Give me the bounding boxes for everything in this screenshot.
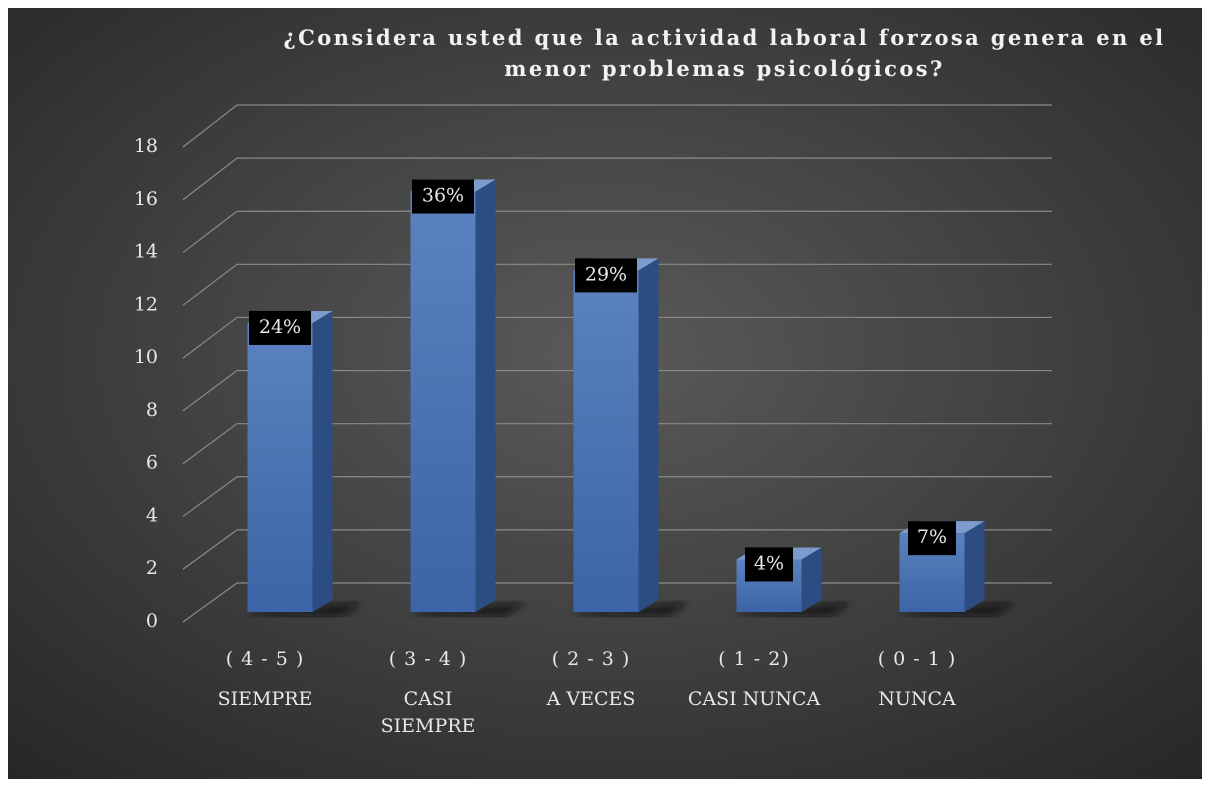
grid-line	[182, 369, 1052, 412]
y-tick-label: 12	[134, 293, 158, 315]
data-label-box	[908, 521, 956, 556]
grid-line	[182, 476, 1052, 517]
y-tick-label: 10	[134, 346, 158, 368]
data-label: 36%	[422, 185, 464, 207]
grid-line	[182, 157, 1052, 201]
bar	[573, 270, 639, 612]
x-tick-label: A VECES	[546, 688, 636, 710]
grid-line	[182, 423, 1052, 465]
y-tick-label: 0	[146, 610, 158, 632]
x-tick-label: SIEMPRE	[381, 715, 476, 737]
y-tick-label: 14	[134, 241, 158, 263]
grid-line	[182, 263, 1052, 306]
chart-title: ¿Considera usted que la actividad labora…	[283, 25, 1166, 81]
y-tick-label: 8	[146, 399, 158, 421]
data-label: 7%	[917, 526, 947, 548]
x-tick-label: CASI NUNCA	[688, 688, 821, 710]
x-tick-label: NUNCA	[878, 688, 956, 710]
data-label: 4%	[754, 552, 784, 574]
data-label: 24%	[259, 316, 301, 338]
x-range-label: ( 0 - 1 )	[878, 648, 957, 670]
data-label-box	[745, 547, 793, 582]
x-tick-label: SIEMPRE	[218, 688, 313, 710]
grid-line	[182, 529, 1052, 570]
data-label-box	[575, 258, 637, 293]
x-tick-label: CASI	[404, 688, 453, 710]
bar-side	[801, 547, 822, 612]
x-range-label: ( 3 - 4 )	[389, 648, 468, 670]
grid-line	[182, 210, 1052, 254]
bar	[247, 322, 313, 612]
x-range-label: ( 2 - 3 )	[552, 648, 631, 670]
y-tick-label: 18	[134, 135, 158, 157]
y-tick-label: 16	[134, 188, 158, 210]
grid-line	[182, 316, 1052, 359]
bar	[410, 191, 476, 613]
bar-side	[638, 258, 659, 612]
y-tick-label: 6	[146, 452, 158, 474]
data-label: 29%	[585, 263, 627, 285]
bar-side	[475, 179, 496, 613]
bar-side	[964, 521, 985, 612]
y-tick-label: 4	[146, 504, 158, 526]
x-range-label: ( 1 - 2)	[718, 648, 790, 670]
x-range-label: ( 4 - 5 )	[226, 648, 305, 670]
data-label-box	[249, 310, 311, 345]
grid-line	[182, 104, 1052, 148]
data-label-box	[412, 179, 474, 214]
y-tick-label: 2	[146, 557, 158, 579]
bar-side	[312, 310, 333, 612]
